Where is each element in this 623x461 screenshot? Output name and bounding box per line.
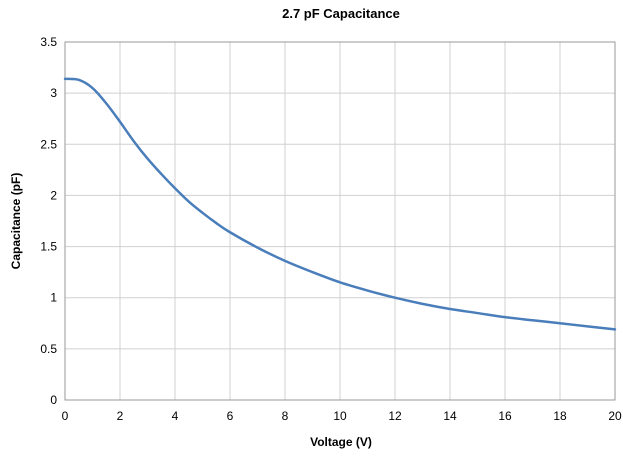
x-tick-label: 18 xyxy=(553,409,567,423)
y-tick-label: 0 xyxy=(50,393,57,407)
x-tick-label: 10 xyxy=(333,409,347,423)
x-tick-label: 20 xyxy=(608,409,622,423)
y-tick-label: 3 xyxy=(50,86,57,100)
y-tick-label: 0.5 xyxy=(40,342,57,356)
chart-title: 2.7 pF Capacitance xyxy=(282,6,400,21)
y-tick-label: 3.5 xyxy=(40,35,57,49)
x-tick-label: 0 xyxy=(62,409,69,423)
plot-frame xyxy=(64,41,616,401)
x-tick-label: 12 xyxy=(388,409,402,423)
y-tick-label: 2.5 xyxy=(40,137,57,151)
y-tick-label: 1.5 xyxy=(40,240,57,254)
x-tick-label: 16 xyxy=(498,409,512,423)
x-axis-label: Voltage (V) xyxy=(310,435,372,449)
x-tick-label: 2 xyxy=(117,409,124,423)
x-tick-labels: 0 2 4 6 8 10 12 14 16 18 20 xyxy=(62,409,622,423)
x-tick-label: 4 xyxy=(172,409,179,423)
y-tick-label: 2 xyxy=(50,188,57,202)
x-tick-label: 6 xyxy=(227,409,234,423)
y-axis-label: Capacitance (pF) xyxy=(9,173,23,270)
y-tick-label: 1 xyxy=(50,291,57,305)
grid xyxy=(64,41,616,401)
x-tick-label: 14 xyxy=(443,409,457,423)
x-tick-label: 8 xyxy=(282,409,289,423)
series-layer xyxy=(63,77,617,331)
y-tick-labels: 0 0.5 1 1.5 2 2.5 3 3.5 xyxy=(40,35,57,407)
series-line xyxy=(63,77,617,331)
